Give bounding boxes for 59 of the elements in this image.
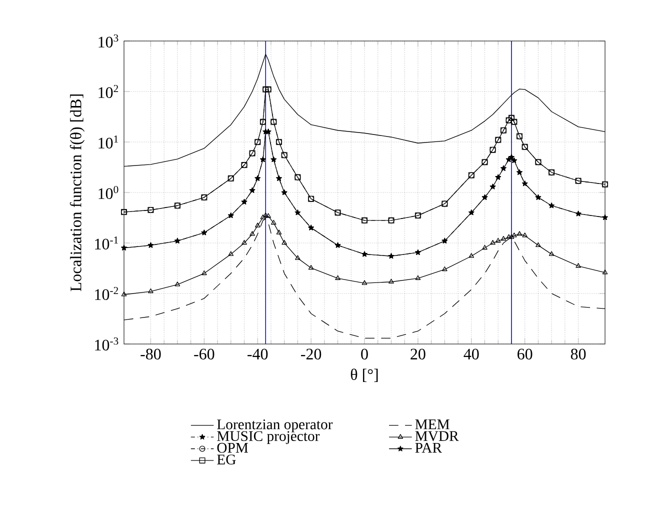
- point: [254, 222, 260, 228]
- y-tick-label: 10$^{1}$: [98, 136, 118, 148]
- point: [362, 280, 368, 285]
- x-tick-label: 40: [464, 348, 479, 360]
- point: [490, 240, 496, 245]
- point: [508, 234, 514, 239]
- x-tick-label: -40: [248, 348, 268, 360]
- point: [266, 213, 271, 218]
- legend-label: MVDR: [415, 431, 459, 442]
- x-tick-label: 60: [518, 348, 532, 360]
- point: [271, 220, 276, 225]
- x-axis-title: θ [°]: [350, 368, 378, 382]
- y-tick-label: 10$^{2}$: [98, 84, 118, 98]
- point: [148, 288, 154, 294]
- point: [260, 214, 266, 220]
- y-tick-label: 10$^{-2}$: [95, 286, 118, 300]
- legend-label: OPM: [217, 442, 248, 453]
- y-axis-title: Localization function f(θ) [dB]: [70, 94, 85, 292]
- point: [500, 236, 506, 241]
- point: [295, 255, 300, 260]
- point: [468, 253, 474, 258]
- legend-label: Lorentzian operator: [217, 419, 333, 432]
- point: [388, 278, 394, 284]
- x-tick-label: -80: [140, 348, 161, 360]
- point: [276, 230, 282, 234]
- point: [174, 282, 180, 286]
- point: [335, 275, 340, 280]
- point: [308, 264, 314, 270]
- x-tick-label: 80: [570, 348, 586, 360]
- point: [415, 275, 421, 280]
- point: [548, 251, 554, 256]
- x-tick-label: -20: [300, 348, 322, 360]
- point: [282, 240, 287, 245]
- point: [602, 270, 608, 274]
- point: [495, 238, 501, 243]
- point: [242, 240, 247, 245]
- point: [516, 231, 522, 236]
- y-tick-label: 10$^{0}$: [98, 186, 118, 200]
- y-tick-label: 10$^{3}$: [98, 34, 118, 48]
- point: [250, 231, 255, 236]
- y-tick-label: 10$^{-3}$: [95, 337, 118, 351]
- point: [522, 232, 528, 238]
- point: [482, 244, 488, 250]
- point: [576, 263, 581, 268]
- point: [512, 232, 517, 238]
- x-tick-label: 0: [361, 348, 368, 360]
- point: [442, 266, 448, 272]
- point: [536, 242, 541, 247]
- y-tick-label: 10$^{-1}$: [95, 236, 118, 250]
- legend-label: PAR: [415, 442, 442, 453]
- x-tick-label: -60: [194, 348, 214, 360]
- point: [506, 234, 512, 239]
- legend-label: EG: [217, 454, 236, 464]
- point: [202, 270, 207, 276]
- legend-label: MEM: [415, 420, 450, 430]
- point: [121, 292, 127, 296]
- point: [228, 251, 234, 256]
- x-tick-label: 20: [410, 348, 426, 360]
- point: [262, 212, 268, 218]
